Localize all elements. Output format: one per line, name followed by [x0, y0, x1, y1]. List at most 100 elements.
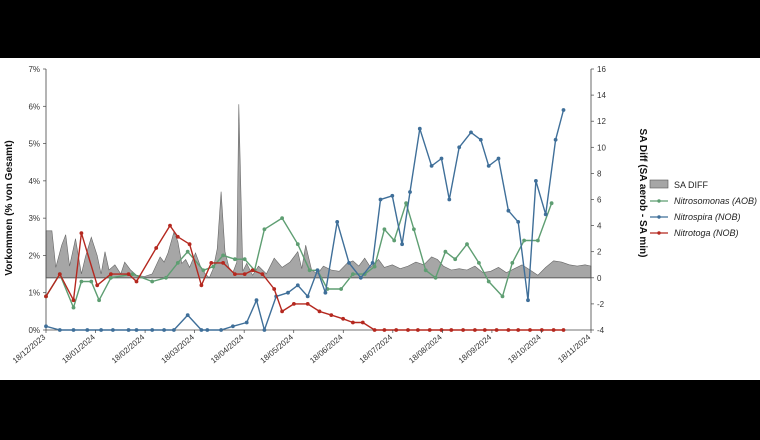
- series-2-point-19: [272, 287, 277, 291]
- series-1-point-31: [400, 242, 404, 247]
- y-left-tick-label: 7%: [28, 65, 40, 74]
- x-tick-label: 18/01/2024: [60, 332, 97, 365]
- series-2-point-18: [260, 272, 265, 276]
- series-1-point-16: [244, 320, 249, 325]
- series-line-1: [45, 109, 565, 331]
- legend-label-nitrospira: Nitrospira (NOB): [674, 212, 741, 222]
- series-0-point-29: [392, 238, 397, 243]
- series-2-point-7: [134, 279, 139, 284]
- x-tick-label: 18/12/2023: [11, 332, 48, 365]
- series-0-point-12: [201, 268, 206, 273]
- y-right-tick-label: 16: [597, 65, 606, 74]
- series-0-point-31: [412, 227, 416, 232]
- series-0-point-30: [404, 201, 408, 206]
- series-0-point-27: [372, 264, 377, 269]
- series-1-point-45: [534, 179, 538, 183]
- series-2-point-16: [242, 272, 247, 276]
- legend-label-sa-diff: SA DIFF: [674, 180, 709, 190]
- series-1-point-26: [347, 261, 351, 265]
- series-2-point-42: [528, 328, 532, 332]
- series-1-point-38: [469, 130, 473, 135]
- series-2-point-15: [233, 272, 237, 276]
- series-1-point-21: [295, 283, 300, 288]
- y-axis-left-title: Vorkommen (% von Gesamt): [4, 140, 15, 275]
- series-1-point-32: [408, 190, 412, 194]
- series-2-point-13: [209, 261, 214, 265]
- series-1-point-42: [506, 208, 511, 213]
- series-1-point-10: [172, 328, 176, 332]
- series-2-point-21: [292, 302, 296, 306]
- x-tick-label: 18/09/2024: [457, 332, 494, 365]
- series-0-point-24: [339, 287, 343, 291]
- series-0-point-9: [164, 275, 168, 280]
- series-2-point-8: [154, 246, 159, 250]
- y-right-tick-label: 14: [597, 91, 606, 100]
- series-0-point-32: [423, 268, 428, 273]
- series-2-point-20: [280, 309, 284, 314]
- legend-marker-nitrospira: [657, 215, 661, 219]
- x-tick-label: 18/07/2024: [358, 332, 395, 365]
- series-2-point-9: [168, 223, 172, 228]
- y-right-tick-label: 2: [597, 248, 602, 257]
- series-2-point-0: [44, 294, 48, 299]
- legend-label-aob: Nitrosomonas (AOB): [674, 196, 757, 206]
- area-sa-diff: [45, 104, 592, 279]
- series-2-point-6: [126, 272, 131, 276]
- series-0-point-18: [262, 227, 267, 232]
- series-2-point-35: [449, 328, 454, 332]
- series-1-point-0: [44, 324, 48, 329]
- series-2-point-12: [199, 283, 204, 288]
- series-0-point-14: [221, 253, 226, 258]
- area-layer: [45, 104, 592, 279]
- series-2-point-2: [71, 298, 76, 303]
- series-2-point-36: [461, 328, 465, 332]
- y-left-tick-label: 2%: [28, 251, 40, 260]
- series-0-point-42: [536, 238, 540, 243]
- series-1-point-1: [57, 328, 62, 332]
- series-0-point-16: [242, 257, 247, 262]
- series-line-2: [45, 224, 564, 331]
- series-2-point-39: [494, 328, 499, 332]
- legend-marker-nitrotoga: [657, 231, 661, 235]
- series-2-point-32: [416, 328, 420, 332]
- x-tick-label: 18/02/2024: [110, 332, 147, 365]
- y-left-tick-label: 4%: [28, 177, 40, 186]
- series-2-point-23: [317, 309, 322, 314]
- series-1-point-46: [543, 212, 548, 217]
- series-0-point-20: [295, 242, 300, 247]
- series-1-point-5: [111, 328, 115, 332]
- ticks-layer: 0% 1% 2% 3% 4% 5% 6% 7% -4 -2 0 2 4 6 8 10 12 14 16 18/12/2…: [11, 65, 607, 365]
- series-1-point-9: [162, 328, 167, 332]
- series-1-point-22: [305, 294, 310, 299]
- series-0-point-38: [486, 279, 491, 284]
- series-0-point-5: [97, 298, 101, 303]
- series-0-point-34: [443, 249, 448, 254]
- legend-marker-aob: [657, 199, 661, 203]
- y-left-tick-label: 0%: [28, 326, 40, 335]
- series-1-point-6: [126, 328, 131, 332]
- series-0-point-28: [382, 227, 387, 232]
- x-tick-label: 18/11/2024: [556, 332, 592, 365]
- series-1-point-3: [85, 328, 90, 332]
- series-0-point-25: [351, 272, 355, 276]
- series-1-point-29: [378, 197, 383, 202]
- series-2-point-28: [372, 328, 377, 332]
- series-0-point-36: [465, 242, 469, 247]
- series-0-point-15: [233, 257, 237, 262]
- series-2-point-41: [516, 328, 521, 332]
- x-tick-label: 18/04/2024: [209, 332, 246, 365]
- y-right-tick-label: 4: [597, 222, 602, 231]
- series-1-point-17: [254, 298, 259, 303]
- series-2-point-3: [79, 231, 84, 236]
- y-left-tick-label: 6%: [28, 102, 40, 111]
- series-1-point-27: [358, 275, 363, 280]
- series-1-point-48: [561, 108, 566, 112]
- series-1-point-12: [199, 328, 204, 332]
- y-right-tick-label: -2: [597, 300, 605, 309]
- series-2-point-14: [221, 261, 226, 265]
- legend-label-nitrotoga: Nitrotoga (NOB): [674, 228, 739, 238]
- x-tick-label: 18/10/2024: [506, 332, 543, 365]
- series-1-point-30: [390, 193, 395, 198]
- series-1-point-44: [526, 298, 530, 303]
- series-2-point-31: [406, 328, 410, 332]
